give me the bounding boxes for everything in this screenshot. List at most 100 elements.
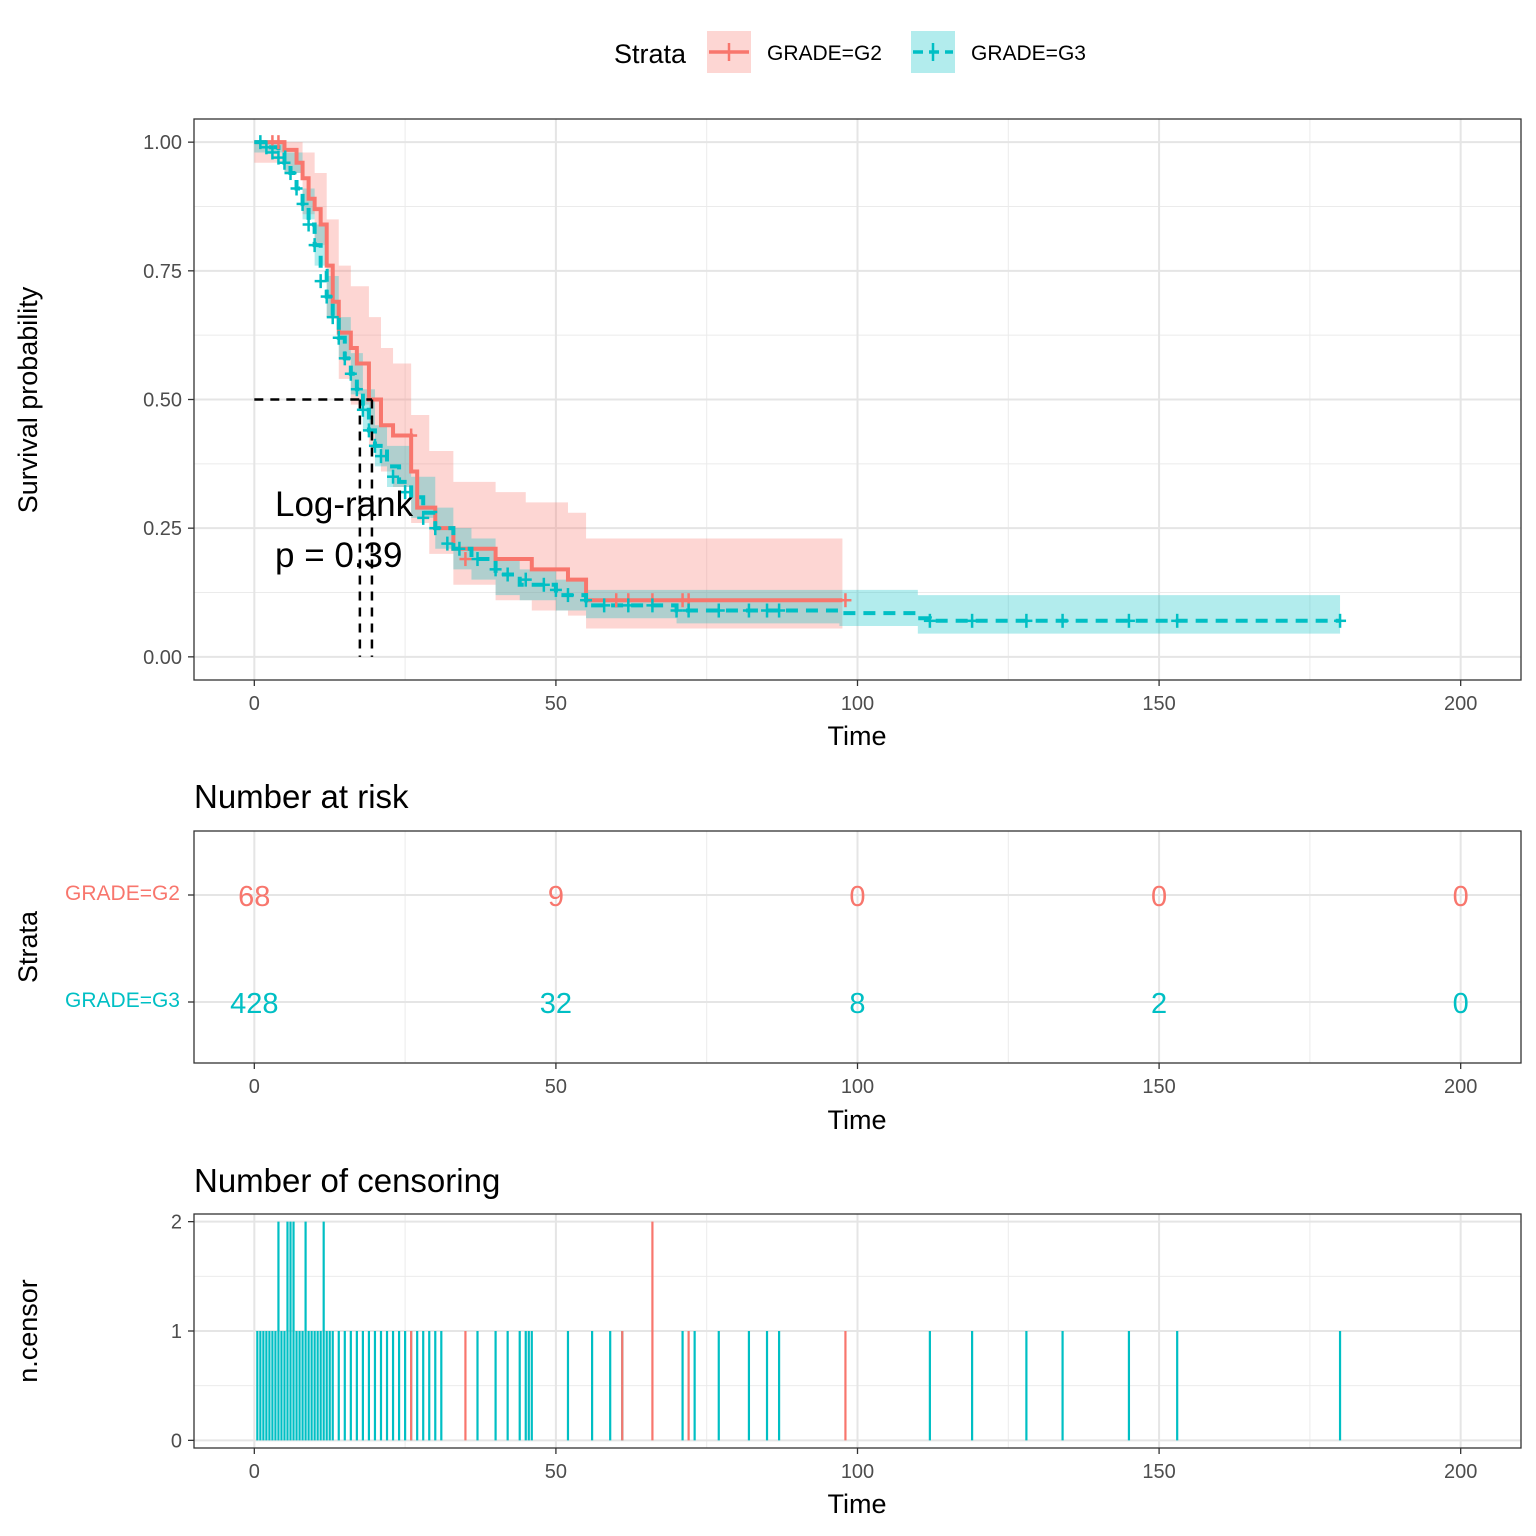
legend-title: Strata <box>614 39 687 69</box>
survival-y-axis: 0.00 0.25 0.50 0.75 1.00 <box>143 132 194 669</box>
censor-mark-g3 <box>471 552 484 567</box>
censor-mark-g3 <box>260 140 273 155</box>
x-tick-label: 50 <box>545 1461 567 1483</box>
censor-mark-g3 <box>598 598 611 613</box>
censor-mark-g3 <box>1171 613 1184 628</box>
risk-count: 32 <box>540 988 572 1020</box>
censor-mark-g3 <box>646 598 659 613</box>
y-tick-label: 0.75 <box>143 261 182 283</box>
survival-x-title: Time <box>828 721 887 751</box>
risk-count: 0 <box>1453 988 1469 1020</box>
survival-x-axis: 0 50 100 150 200 <box>249 680 1477 715</box>
censor-mark-g3 <box>356 402 369 417</box>
logrank-pvalue: p = 0.39 <box>275 536 402 575</box>
risk-count: 9 <box>548 881 564 913</box>
censor-mark-g2 <box>272 135 285 150</box>
censor-plot-title: Number of censoring <box>194 1162 500 1199</box>
censor-mark-g3 <box>742 603 755 618</box>
censor-mark-g3 <box>362 423 375 438</box>
risk-count: 68 <box>238 881 270 913</box>
censor-bars <box>256 1221 1342 1441</box>
censor-mark-g2 <box>610 593 623 608</box>
censor-mark-g3 <box>501 567 514 582</box>
censor-mark-g3 <box>284 166 297 181</box>
censor-mark-g3 <box>549 582 562 597</box>
censor-x-title: Time <box>828 1489 887 1519</box>
censor-mark-g3 <box>344 366 357 381</box>
risk-count: 0 <box>849 881 865 913</box>
y-tick-label: 1.00 <box>143 132 182 154</box>
censor-mark-g3 <box>537 577 550 592</box>
censor-mark-g3 <box>320 289 333 304</box>
logrank-label: Log-rank <box>275 485 414 524</box>
y-tick-label: 0 <box>171 1430 182 1452</box>
strata-label: GRADE=G2 <box>65 882 180 905</box>
censor-mark-g3 <box>489 562 502 577</box>
censor-mark-g3 <box>266 145 279 160</box>
risk-table-gridlines <box>194 831 1521 1063</box>
censor-mark-g3 <box>314 274 327 289</box>
x-tick-label: 150 <box>1142 693 1175 715</box>
survival-plot: Log-rank p = 0.39 0.00 0.25 0.50 0.75 1.00 0… <box>13 118 1522 751</box>
censor-mark-g3 <box>580 593 593 608</box>
x-tick-label: 200 <box>1444 1076 1477 1098</box>
censor-mark-g3 <box>670 603 683 618</box>
risk-table-values: 68 9 0 0 0 428 32 8 2 0 <box>230 881 1469 1020</box>
x-tick-label: 0 <box>249 1461 260 1483</box>
x-tick-label: 0 <box>249 1076 260 1098</box>
censor-mark-g3 <box>453 541 466 556</box>
censor-mark-g3 <box>1056 613 1069 628</box>
censor-x-axis: 0 50 100 150 200 <box>249 1448 1477 1483</box>
censor-mark-g3 <box>308 238 321 253</box>
censor-mark-g3 <box>682 603 695 618</box>
censor-mark-g3 <box>712 603 725 618</box>
x-tick-label: 200 <box>1444 693 1477 715</box>
censor-mark-g3 <box>332 330 345 345</box>
censor-gridlines <box>194 1214 1521 1448</box>
risk-table-x-axis: 0 50 100 150 200 <box>249 1063 1477 1098</box>
censor-mark-g3 <box>368 438 381 453</box>
risk-count: 0 <box>1151 881 1167 913</box>
risk-table-title: Number at risk <box>194 778 409 815</box>
censor-mark-g3 <box>1122 613 1135 628</box>
censor-mark-g3 <box>519 572 532 587</box>
censor-mark-g3 <box>923 613 936 628</box>
risk-count: 8 <box>849 988 865 1020</box>
median-survival-lines <box>254 398 374 657</box>
censor-mark-g3 <box>773 603 786 618</box>
censor-mark-g3 <box>302 217 315 232</box>
censor-mark-g3 <box>417 510 430 525</box>
risk-count: 0 <box>1453 881 1469 913</box>
censor-mark-g3 <box>622 598 635 613</box>
risk-count: 428 <box>230 988 278 1020</box>
survival-confidence-bands <box>254 142 1341 634</box>
x-tick-label: 100 <box>841 693 874 715</box>
y-tick-label: 0.00 <box>143 647 182 669</box>
censor-mark-g3 <box>374 449 387 464</box>
risk-table-strata-axis: GRADE=G2 GRADE=G3 <box>65 882 194 1012</box>
survival-y-title: Survival probability <box>13 286 43 513</box>
censor-mark-g3 <box>966 613 979 628</box>
censor-mark-g3 <box>399 485 412 500</box>
confidence-band-g2 <box>254 142 843 629</box>
censor-mark-g3 <box>1020 613 1033 628</box>
censor-mark-g3 <box>761 603 774 618</box>
x-tick-label: 0 <box>249 693 260 715</box>
x-tick-label: 150 <box>1142 1461 1175 1483</box>
risk-count: 2 <box>1151 988 1167 1020</box>
strata-label: GRADE=G3 <box>65 989 180 1012</box>
y-tick-label: 0.50 <box>143 390 182 412</box>
censor-mark-g3 <box>561 588 574 603</box>
censor-y-axis: 0 1 2 <box>171 1212 194 1452</box>
censor-mark-g3 <box>254 135 267 150</box>
risk-y-title: Strata <box>13 910 43 983</box>
x-tick-label: 150 <box>1142 1076 1175 1098</box>
censor-mark-g3 <box>272 150 285 165</box>
censor-mark-g2 <box>839 593 852 608</box>
censor-y-title: n.censor <box>13 1279 43 1383</box>
legend-label-g3: GRADE=G3 <box>971 42 1086 65</box>
censor-mark-g2 <box>405 428 418 443</box>
censor-mark-g3 <box>387 469 400 484</box>
censor-mark-g3 <box>350 382 363 397</box>
